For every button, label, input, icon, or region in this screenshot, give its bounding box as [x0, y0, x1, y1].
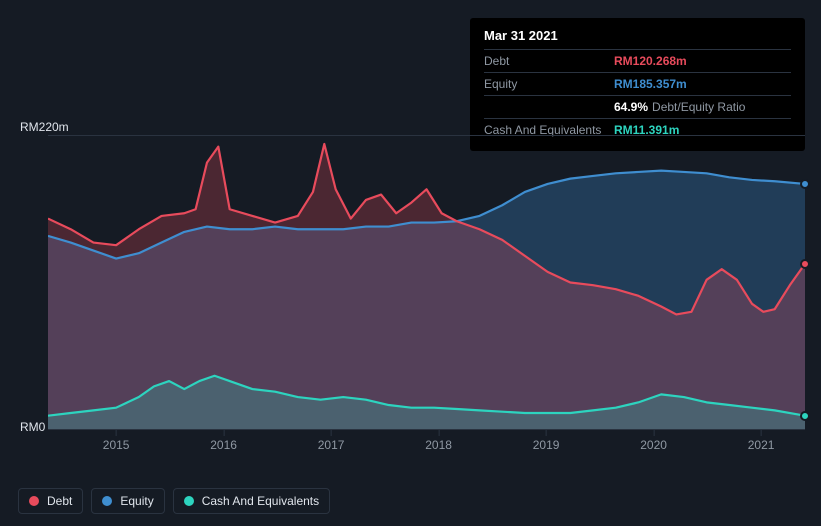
legend-item-cash-and-equivalents[interactable]: Cash And Equivalents: [173, 488, 330, 514]
y-axis-max-label: RM220m: [20, 120, 69, 134]
x-tick: 2020: [640, 438, 667, 452]
legend-label: Equity: [120, 494, 153, 508]
legend-item-equity[interactable]: Equity: [91, 488, 164, 514]
series-marker-cash-and-equivalents: [800, 411, 810, 421]
x-tick: 2021: [748, 438, 775, 452]
x-tick: 2016: [210, 438, 237, 452]
series-marker-debt: [800, 259, 810, 269]
chart-plot[interactable]: [48, 135, 805, 430]
tooltip-row: EquityRM185.357m: [484, 72, 791, 95]
tooltip-date: Mar 31 2021: [484, 28, 791, 49]
tooltip-row-value: 64.9%Debt/Equity Ratio: [614, 100, 745, 114]
legend-label: Cash And Equivalents: [202, 494, 319, 508]
tooltip-row-value: RM120.268m: [614, 54, 687, 68]
x-axis: 2015 2016 2017 2018 2019 2020 2021: [48, 438, 805, 458]
y-axis-min-label: RM0: [20, 420, 45, 434]
tooltip-row-value: RM185.357m: [614, 77, 687, 91]
legend-swatch: [29, 496, 39, 506]
x-tick: 2017: [318, 438, 345, 452]
tooltip-row-sublabel: Debt/Equity Ratio: [652, 100, 745, 114]
legend-swatch: [184, 496, 194, 506]
tooltip-row-label: [484, 100, 614, 114]
tooltip-row-label: Equity: [484, 77, 614, 91]
legend-swatch: [102, 496, 112, 506]
x-tick: 2018: [425, 438, 452, 452]
x-tick: 2019: [533, 438, 560, 452]
legend-item-debt[interactable]: Debt: [18, 488, 83, 514]
tooltip-row-label: Debt: [484, 54, 614, 68]
legend-label: Debt: [47, 494, 72, 508]
tooltip-row: DebtRM120.268m: [484, 49, 791, 72]
chart-legend: Debt Equity Cash And Equivalents: [18, 488, 330, 514]
chart-container: RM220m RM0 2015 2016 2017 2018 2019 2020 2021: [18, 120, 805, 500]
x-tick: 2015: [103, 438, 130, 452]
series-marker-equity: [800, 179, 810, 189]
tooltip-row: 64.9%Debt/Equity Ratio: [484, 95, 791, 118]
